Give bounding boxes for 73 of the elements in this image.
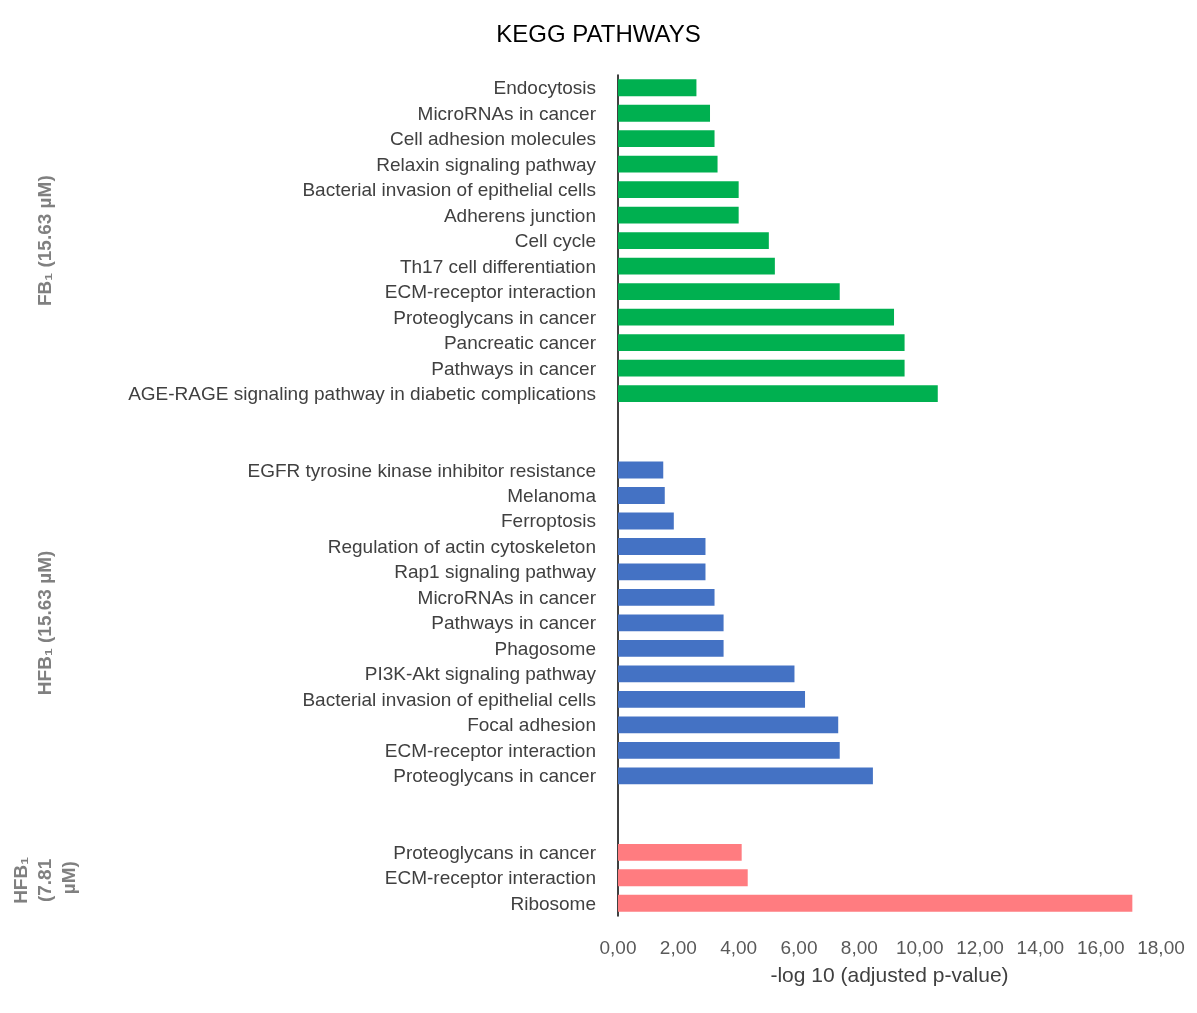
bar <box>618 385 938 402</box>
bar <box>618 716 839 734</box>
x-tick-label: 14,00 <box>1016 937 1065 958</box>
x-tick-label: 18,00 <box>1137 937 1185 958</box>
bar <box>618 79 697 97</box>
y-tick-label: Bacterial invasion of epithelial cells <box>302 688 596 710</box>
y-tick-label: MicroRNAs in cancer <box>417 102 597 124</box>
y-tick-label: Adherens junction <box>443 204 596 226</box>
bar <box>618 665 795 683</box>
y-tick-label: Ferroptosis <box>500 510 596 532</box>
bar <box>618 538 706 555</box>
y-tick-label: ECM-receptor interaction <box>384 739 596 761</box>
bar <box>618 308 895 326</box>
y-tick-label: Relaxin signaling pathway <box>376 153 597 175</box>
text: HFB₁ (15.63 µM) <box>33 550 55 696</box>
y-tick-label: Rap1 signaling pathway <box>394 561 597 583</box>
bar <box>618 767 873 785</box>
x-tick-label: 0,00 <box>599 937 637 958</box>
y-tick-label: Cell adhesion molecules <box>390 128 596 150</box>
bar <box>618 843 742 861</box>
text: FB₁ (15.63 µM) <box>33 175 55 307</box>
y-tick-label: Pancreatic cancer <box>443 332 597 354</box>
y-tick-label: Endocytosis <box>493 77 596 99</box>
y-tick-label: ECM-receptor interaction <box>384 281 596 303</box>
bar <box>618 487 665 504</box>
x-tick-label: 8,00 <box>840 937 878 958</box>
y-tick-label: Proteoglycans in cancer <box>393 841 597 863</box>
bar <box>618 869 748 887</box>
text: HFB₁ (7.81 µM) <box>9 851 79 904</box>
bar <box>618 894 1133 912</box>
y-tick-label: Ribosome <box>510 892 596 914</box>
bar <box>618 690 806 708</box>
bar <box>618 512 674 530</box>
bar <box>618 232 769 250</box>
y-tick-label: EGFR tyrosine kinase inhibitor resistance <box>247 459 596 481</box>
bar <box>618 206 739 224</box>
y-tick-label: Proteoglycans in cancer <box>393 765 597 787</box>
bar <box>618 130 715 148</box>
y-tick-label: Focal adhesion <box>467 714 596 736</box>
x-tick-label: 10,00 <box>895 937 944 958</box>
bar <box>618 640 724 657</box>
x-tick-label: 4,00 <box>720 937 758 958</box>
bar <box>618 359 905 377</box>
y-tick-label: PI3K-Akt signaling pathway <box>364 663 597 685</box>
bar <box>618 589 715 606</box>
bar <box>618 334 905 351</box>
y-tick-label: MicroRNAs in cancer <box>417 586 597 608</box>
x-tick-label: 16,00 <box>1076 937 1125 958</box>
x-tick-label: 2,00 <box>659 937 697 958</box>
y-tick-label: Phagosome <box>494 637 596 659</box>
y-tick-label: Pathways in cancer <box>431 357 597 379</box>
bar <box>618 614 724 632</box>
x-tick-label: 12,00 <box>956 937 1004 958</box>
y-tick-label: Bacterial invasion of epithelial cells <box>302 179 596 201</box>
y-tick-label: AGE-RAGE signaling pathway in diabetic complications <box>128 383 596 405</box>
x-axis-title: -log 10 (adjusted p-value) <box>770 963 1009 986</box>
bar <box>618 104 711 122</box>
chart-title: KEGG PATHWAYS <box>496 19 701 47</box>
y-tick-label: Regulation of actin cytoskeleton <box>327 535 596 557</box>
y-tick-label: Melanoma <box>507 485 597 506</box>
y-tick-label: Proteoglycans in cancer <box>393 306 597 328</box>
x-tick-label: 6,00 <box>780 937 818 958</box>
y-tick-label: Th17 cell differentiation <box>399 255 596 277</box>
bar <box>618 461 664 479</box>
bar <box>618 155 718 173</box>
y-tick-label: Cell cycle <box>514 230 596 252</box>
bar <box>618 257 775 275</box>
bar <box>618 283 840 301</box>
y-tick-label: Pathways in cancer <box>431 612 597 634</box>
bar <box>618 563 706 581</box>
bar <box>618 741 840 759</box>
bar <box>618 181 739 199</box>
y-tick-label: ECM-receptor interaction <box>384 867 596 889</box>
